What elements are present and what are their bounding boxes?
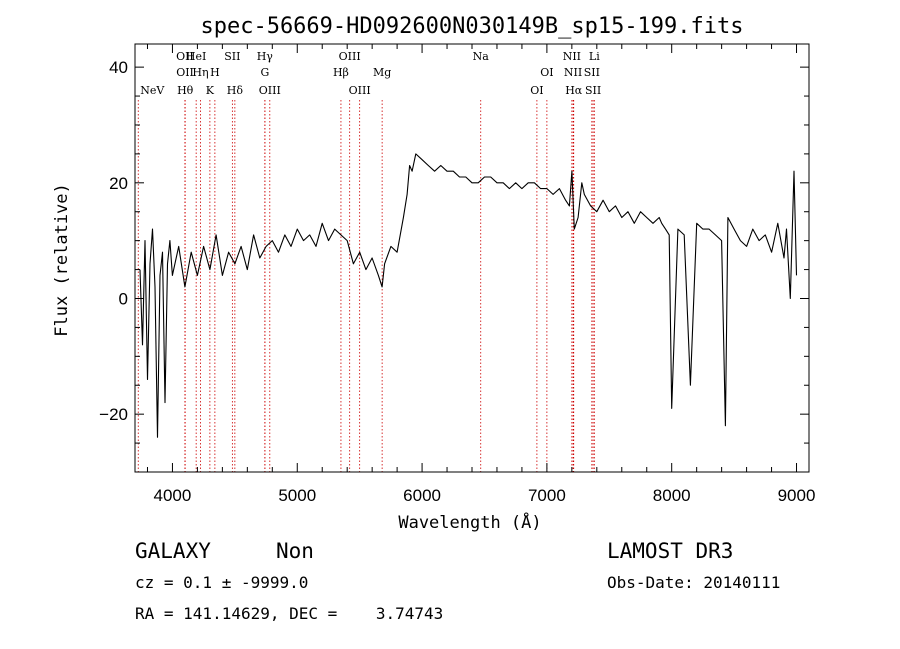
emission-line-labels: NeVOIIOIIHθHηHeIHKSIIHδHγGOIIIOIIIHβOIII… — [140, 50, 601, 97]
emission-line-label: SII — [585, 84, 601, 97]
emission-line-label: HeI — [186, 50, 206, 63]
emission-line-label: NeV — [140, 84, 165, 97]
object-class: GALAXY — [135, 539, 211, 563]
emission-line-label: Hθ — [177, 84, 194, 97]
emission-line-label: OI — [540, 66, 553, 79]
emission-line-label: G — [261, 66, 270, 79]
axis-ticks — [135, 44, 809, 472]
x-tick-label: 5000 — [278, 486, 316, 505]
emission-line-label: Hγ — [257, 50, 274, 63]
x-tick-label: 4000 — [154, 486, 192, 505]
emission-line-label: OI — [530, 84, 543, 97]
emission-line-label: Hδ — [227, 84, 244, 97]
axis-tick-labels: 4000 5000 6000 7000 8000 9000 −20 0 20 40 — [99, 58, 815, 505]
chart-title: spec-56669-HD092600N030149B_sp15-199.fit… — [200, 14, 743, 39]
emission-line-label: NII — [563, 50, 581, 63]
x-axis-label: Wavelength (Å) — [398, 511, 541, 533]
plot-frame — [134, 43, 810, 473]
emission-line-markers — [137, 100, 595, 472]
emission-line-label: NII — [564, 66, 582, 79]
object-subclass: Non — [276, 539, 314, 563]
y-tick-label: 40 — [109, 58, 128, 77]
emission-line-label: Li — [589, 50, 600, 63]
emission-line-label: SII — [584, 66, 600, 79]
y-tick-label: 0 — [119, 289, 128, 308]
emission-line-label: OIII — [349, 84, 371, 97]
x-tick-label: 8000 — [653, 486, 691, 505]
redshift-line: cz = 0.1 ± -9999.0 — [135, 573, 309, 592]
ra-dec-line: RA = 141.14629, DEC = 3.74743 — [135, 604, 444, 623]
y-tick-label: 20 — [109, 174, 128, 193]
y-axis-label: Flux (relative) — [52, 183, 72, 337]
emission-line-label: OII — [176, 66, 194, 79]
emission-line-label: Na — [473, 50, 490, 63]
x-tick-label: 7000 — [528, 486, 566, 505]
x-tick-label: 6000 — [403, 486, 441, 505]
emission-line-label: Mg — [373, 66, 391, 79]
y-tick-label: −20 — [99, 405, 128, 424]
emission-line-label: Hη — [192, 66, 208, 79]
x-tick-label: 9000 — [778, 486, 816, 505]
emission-line-label: Hα — [565, 84, 583, 97]
survey-name: LAMOST DR3 — [607, 539, 734, 563]
emission-line-label: H — [210, 66, 220, 79]
obs-date: Obs-Date: 20140111 — [607, 573, 781, 592]
emission-line-label: K — [206, 84, 215, 97]
emission-line-label: SII — [224, 50, 240, 63]
spectrum-series-line — [139, 153, 798, 438]
emission-line-label: OIII — [259, 84, 281, 97]
emission-line-label: Hβ — [333, 66, 349, 79]
emission-line-label: OIII — [339, 50, 361, 63]
emission-line-label: OII — [176, 50, 194, 63]
